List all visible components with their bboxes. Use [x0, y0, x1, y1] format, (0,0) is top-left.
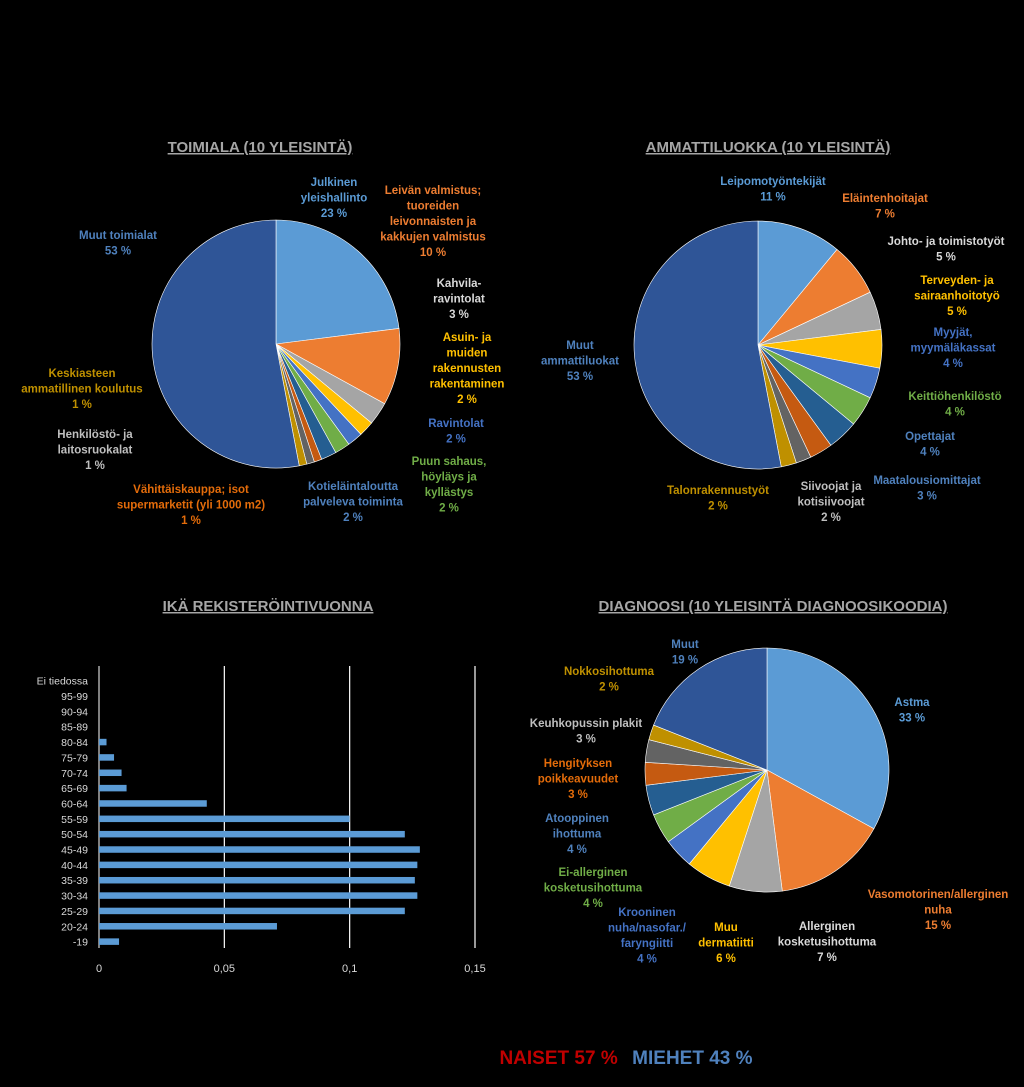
gender-summary: NAISET 57 % MIEHET 43 %	[499, 1048, 752, 1069]
pie-slice	[757, 220, 838, 346]
slice-label: Siivoojat ja kotisiivoojat 2 %	[797, 481, 864, 524]
slice-label: Muut toimialat 53 %	[79, 230, 157, 258]
slice-label: Muut 19 %	[671, 639, 699, 667]
slice-label: Opettajat 4 %	[905, 431, 955, 459]
bar	[99, 754, 115, 761]
slice-label: Vähittäiskauppa; isot supermarketit (yli …	[117, 484, 265, 527]
pie-ammattiluokka: Leipomotyöntekijät 11 % Eläintenhoitajat 7 …	[541, 176, 1005, 524]
chart-title-diagnoosi: DIAGNOOSI (10 YLEISINTÄ DIAGNOOSIKOODIA)	[599, 598, 948, 615]
slice-label: Krooninen nuha/nasofar./faryngiitti 4 %	[608, 907, 687, 966]
bar	[99, 892, 418, 899]
pie-slice	[766, 647, 890, 830]
slice-label: Talonrakennustyöt 2 %	[667, 485, 769, 513]
bar	[99, 815, 350, 823]
slice-label: Ravintolat 2 %	[428, 418, 484, 446]
slice-label: Allerginen kosketusihottuma 7 %	[778, 921, 877, 964]
slice-label: Asuin- ja muiden rakennusten rakentaminen 2 …	[430, 332, 505, 406]
pie-slice	[633, 220, 782, 470]
slice-label: Nokkosihottuma 2 %	[564, 666, 655, 694]
bar-category-label: 45-49	[61, 845, 88, 857]
bar	[99, 861, 418, 869]
slice-label: Puun sahaus, höyläys ja kyllästys 2 %	[412, 456, 487, 515]
bar	[99, 784, 127, 792]
bar-category-label: 30-34	[61, 891, 88, 903]
chart-title-toimiala: TOIMIALA (10 YLEISINTÄ)	[168, 139, 353, 156]
pie-slice	[275, 219, 400, 345]
bar-category-label: 85-89	[61, 722, 88, 734]
bar	[99, 846, 420, 853]
x-tick-label: 0	[96, 963, 102, 975]
bar	[99, 830, 405, 838]
bar-category-label: 70-74	[61, 768, 88, 780]
slice-label: Keuhkopussin plakit 3 %	[530, 718, 643, 746]
bar-category-label: 25-29	[61, 906, 88, 918]
bar-category-label: 35-39	[61, 875, 88, 887]
naiset-label: NAISET 57 %	[499, 1048, 617, 1069]
miehet-label: MIEHET 43 %	[632, 1048, 752, 1069]
slice-label: Astma 33 %	[894, 697, 930, 725]
pie-diagnoosi: Astma 33 % Vasomotorinen/allerginen nuha 15 …	[530, 639, 1009, 966]
slice-label: Leipomotyöntekijät 11 %	[720, 176, 826, 204]
bar-chart-ika: Ei tiedossa 95-99 90-94 85-89 80-84 75-79 70-7…	[37, 666, 486, 975]
bar	[99, 923, 277, 930]
bar-category-label: 80-84	[61, 737, 88, 749]
pie-slice	[151, 219, 300, 469]
slice-label: Leivän valmistus; tuoreiden leivonnaisten …	[380, 185, 485, 259]
slice-label: Ei-allerginen kosketusihottuma 4 %	[544, 867, 643, 910]
slice-label: Kahvila-ravintolat 3 %	[433, 278, 485, 321]
bar	[99, 769, 122, 777]
slice-label: Julkinen yleishallinto 23 %	[301, 177, 367, 220]
bar-category-label: 55-59	[61, 814, 88, 826]
slice-label: Hengityksen poikkeavuudet 3 %	[538, 758, 619, 801]
chart-title-ammattiluokka: AMMATTILUOKKA (10 YLEISINTÄ)	[646, 139, 891, 156]
bar-category-label: 60-64	[61, 798, 88, 810]
chart-title-ika: IKÄ REKISTERÖINTIVUONNA	[163, 598, 374, 615]
bar	[99, 907, 405, 915]
bar-category-label: 95-99	[61, 691, 88, 703]
bar-category-label: 50-54	[61, 829, 88, 841]
bar	[99, 738, 107, 746]
x-tick-label: 0,1	[342, 963, 357, 975]
slice-label: Henkilöstö- ja laitosruokalat 1 %	[57, 429, 133, 472]
pie-slice	[653, 647, 768, 771]
slice-label: Maatalousiomittajat 3 %	[873, 475, 981, 503]
bar	[99, 938, 120, 945]
bar-category-label: -19	[73, 937, 88, 949]
x-tick-label: 0,05	[214, 963, 235, 975]
slice-label: Atooppinen ihottuma 4 %	[545, 813, 609, 856]
slice-label: Terveyden- ja sairaanhoitotyö 5 %	[914, 275, 1000, 318]
slice-label: Kotieläintaloutta palveleva toiminta 2 %	[303, 481, 403, 524]
bar-category-label: 65-69	[61, 783, 88, 795]
bar-category-label: 20-24	[61, 921, 88, 933]
slice-label: Eläintenhoitajat 7 %	[842, 193, 928, 221]
slice-label: Johto- ja toimistotyöt 5 %	[888, 236, 1005, 264]
bar-category-label: 75-79	[61, 752, 88, 764]
bar-category-label: 90-94	[61, 706, 88, 718]
slice-label: Keskiasteen ammatillinen koulutus 1 %	[21, 368, 142, 411]
pie-slice	[275, 328, 401, 405]
bar	[99, 800, 207, 807]
x-tick-label: 0,15	[464, 963, 485, 975]
pie-toimiala: Julkinen yleishallinto 23 % Leivän valmistu…	[21, 177, 504, 527]
slice-label: Myyjät, myymäläkassat 4 %	[910, 327, 995, 370]
slice-label: Muu dermatiitti 6 %	[698, 922, 754, 965]
slice-label: Keittiöhenkilöstö 4 %	[908, 391, 1001, 419]
pie-slice	[766, 769, 875, 892]
bar-category-label: Ei tiedossa	[37, 676, 89, 688]
bar	[99, 876, 415, 884]
bar-category-label: 40-44	[61, 860, 88, 872]
slice-label: Vasomotorinen/allerginen nuha 15 %	[868, 889, 1009, 932]
slice-label: Muut ammattiluokat 53 %	[541, 340, 619, 383]
